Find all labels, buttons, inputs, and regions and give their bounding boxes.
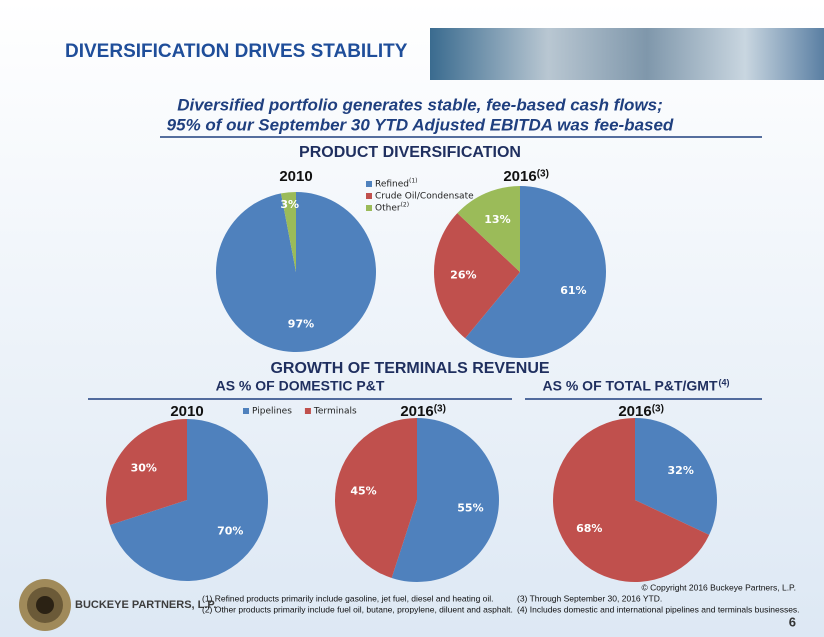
pie-slice xyxy=(334,418,417,578)
data-label: 13% xyxy=(484,213,510,226)
legend-label: Pipelines xyxy=(252,407,292,417)
section-subtitle: AS % OF DOMESTIC P&T xyxy=(216,378,385,394)
data-label: 3% xyxy=(280,198,299,211)
footnote-ref: (3) xyxy=(537,169,549,180)
copyright: © Copyright 2016 Buckeye Partners, L.P. xyxy=(642,582,796,592)
data-label: 30% xyxy=(131,462,157,475)
chart-title: 2016 xyxy=(400,403,433,420)
chart-title: 2010 xyxy=(279,168,312,185)
footnote-ref: (1) xyxy=(409,178,418,185)
data-label: 45% xyxy=(350,485,376,498)
subtitle: 95% of our September 30 YTD Adjusted EBI… xyxy=(167,115,674,134)
footnote: (4) Includes domestic and international … xyxy=(517,604,800,614)
slide-title: DIVERSIFICATION DRIVES STABILITY xyxy=(65,41,408,62)
footnote: (2) Other products primarily include fue… xyxy=(202,604,513,614)
data-label: 68% xyxy=(576,522,602,535)
section-title: GROWTH OF TERMINALS REVENUE xyxy=(270,360,549,377)
pie-slice xyxy=(457,186,520,272)
pie-slice xyxy=(105,419,187,526)
subtitle: Diversified portfolio generates stable, … xyxy=(177,95,663,114)
pie-slice xyxy=(433,213,520,339)
footnote-ref: (4) xyxy=(719,377,730,387)
chart-title: 2016 xyxy=(503,168,536,185)
footnote: (3) Through September 30, 2016 YTD. xyxy=(517,593,662,603)
legend-label: Other xyxy=(375,204,401,214)
section-title: PRODUCT DIVERSIFICATION xyxy=(299,144,521,161)
footnote: (1) Refined products primarily include g… xyxy=(202,593,494,603)
legend-swatch xyxy=(304,408,311,414)
footnote-ref: (3) xyxy=(652,404,664,415)
footnote-ref: (2) xyxy=(401,202,410,209)
chart-title: 2016 xyxy=(618,403,651,420)
data-label: 97% xyxy=(288,318,314,331)
pie-slice xyxy=(216,191,377,353)
legend-swatch xyxy=(366,181,372,187)
logo xyxy=(19,579,71,631)
pie-slice xyxy=(635,418,717,535)
page-number: 6 xyxy=(789,614,796,629)
legend-label: Terminals xyxy=(313,407,357,417)
data-label: 26% xyxy=(450,269,476,282)
data-label: 55% xyxy=(457,501,483,514)
header-photos xyxy=(430,28,824,80)
footnote-ref: (3) xyxy=(434,404,446,415)
pie-slice xyxy=(391,418,499,583)
pie-slice xyxy=(109,419,269,581)
data-label: 32% xyxy=(668,464,694,477)
legend-swatch xyxy=(366,193,372,199)
legend-label: Crude Oil/Condensate xyxy=(375,192,474,202)
legend-label: Refined xyxy=(375,180,409,190)
data-label: 70% xyxy=(217,524,243,537)
data-label: 61% xyxy=(560,284,586,297)
section-subtitle: AS % OF TOTAL P&T/GMT xyxy=(543,378,718,394)
pie-slice xyxy=(281,192,296,272)
company-name: BUCKEYE PARTNERS, L.P. xyxy=(75,599,216,611)
legend-swatch xyxy=(366,205,372,211)
chart-title: 2010 xyxy=(170,403,203,420)
pie-slice xyxy=(465,186,607,358)
pie-slice xyxy=(552,418,710,582)
legend-swatch xyxy=(243,408,249,414)
